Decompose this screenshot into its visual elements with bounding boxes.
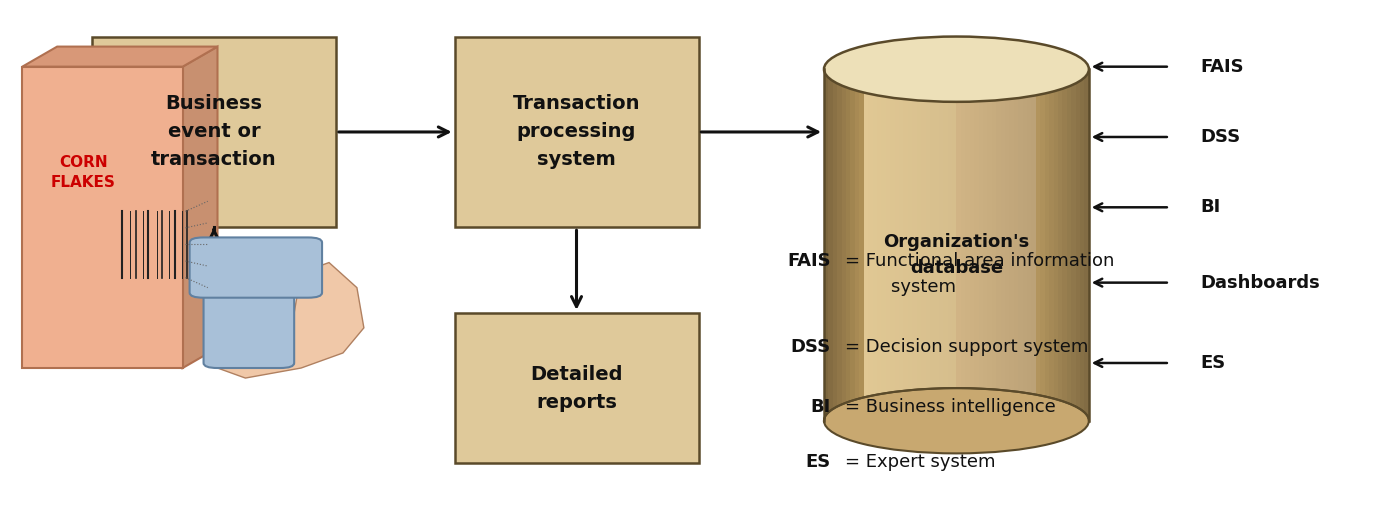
Polygon shape <box>824 69 828 421</box>
Polygon shape <box>877 69 882 421</box>
Text: ES: ES <box>806 453 831 471</box>
Polygon shape <box>978 69 983 421</box>
Polygon shape <box>886 69 890 421</box>
Text: Transaction
processing
system: Transaction processing system <box>513 94 640 170</box>
Polygon shape <box>926 69 930 421</box>
Polygon shape <box>930 69 935 421</box>
Polygon shape <box>183 46 218 368</box>
Polygon shape <box>961 69 965 421</box>
Text: = Functional area information
        system: = Functional area information system <box>845 252 1115 295</box>
Text: Organization's
database: Organization's database <box>883 233 1030 277</box>
Polygon shape <box>908 69 912 421</box>
Polygon shape <box>1031 69 1037 421</box>
Polygon shape <box>1045 69 1049 421</box>
Polygon shape <box>841 69 847 421</box>
Polygon shape <box>22 46 218 67</box>
Text: DSS: DSS <box>1200 128 1241 146</box>
Polygon shape <box>851 69 855 421</box>
Polygon shape <box>916 69 921 421</box>
Polygon shape <box>1080 69 1084 421</box>
Bar <box>22 67 183 368</box>
Polygon shape <box>855 69 859 421</box>
Bar <box>454 313 698 464</box>
Text: Business
event or
transaction: Business event or transaction <box>151 94 277 170</box>
Polygon shape <box>847 69 851 421</box>
FancyBboxPatch shape <box>204 258 295 368</box>
Polygon shape <box>1014 69 1018 421</box>
Polygon shape <box>863 69 868 421</box>
Polygon shape <box>1067 69 1071 421</box>
Text: Dashboards: Dashboards <box>1200 274 1320 291</box>
FancyBboxPatch shape <box>190 237 323 298</box>
Text: FAIS: FAIS <box>1200 58 1245 76</box>
Polygon shape <box>868 69 873 421</box>
Polygon shape <box>894 69 900 421</box>
Polygon shape <box>1084 69 1088 421</box>
Polygon shape <box>1023 69 1027 421</box>
Ellipse shape <box>824 388 1088 453</box>
Polygon shape <box>882 69 886 421</box>
Text: Detailed
reports: Detailed reports <box>531 365 623 412</box>
Polygon shape <box>824 69 1088 421</box>
Polygon shape <box>1041 69 1045 421</box>
Polygon shape <box>211 263 363 378</box>
Polygon shape <box>1004 69 1010 421</box>
Polygon shape <box>833 69 837 421</box>
Text: DSS: DSS <box>791 338 831 356</box>
Polygon shape <box>935 69 939 421</box>
Polygon shape <box>828 69 833 421</box>
Polygon shape <box>992 69 996 421</box>
Polygon shape <box>904 69 908 421</box>
Polygon shape <box>900 69 904 421</box>
Polygon shape <box>1000 69 1004 421</box>
Polygon shape <box>965 69 970 421</box>
Polygon shape <box>1058 69 1062 421</box>
Text: FAIS: FAIS <box>788 252 831 271</box>
Text: = Decision support system: = Decision support system <box>845 338 1088 356</box>
Polygon shape <box>837 69 841 421</box>
Polygon shape <box>1049 69 1053 421</box>
Polygon shape <box>1037 69 1041 421</box>
Bar <box>454 36 698 227</box>
Polygon shape <box>974 69 978 421</box>
Polygon shape <box>912 69 916 421</box>
Polygon shape <box>890 69 894 421</box>
Polygon shape <box>970 69 974 421</box>
Polygon shape <box>1076 69 1080 421</box>
Polygon shape <box>939 69 943 421</box>
Ellipse shape <box>824 36 1088 102</box>
Polygon shape <box>1018 69 1023 421</box>
Polygon shape <box>951 69 957 421</box>
Polygon shape <box>943 69 947 421</box>
Text: ES: ES <box>1200 354 1225 372</box>
Polygon shape <box>996 69 1000 421</box>
Polygon shape <box>988 69 992 421</box>
Polygon shape <box>1027 69 1031 421</box>
Text: CORN
FLAKES: CORN FLAKES <box>50 155 116 189</box>
Polygon shape <box>873 69 877 421</box>
Polygon shape <box>921 69 926 421</box>
Text: BI: BI <box>810 398 831 416</box>
Polygon shape <box>1062 69 1067 421</box>
Polygon shape <box>1071 69 1076 421</box>
Text: = Business intelligence: = Business intelligence <box>845 398 1056 416</box>
Text: = Expert system: = Expert system <box>845 453 996 471</box>
Polygon shape <box>1053 69 1058 421</box>
Polygon shape <box>957 69 961 421</box>
Bar <box>92 36 337 227</box>
Polygon shape <box>1010 69 1014 421</box>
Polygon shape <box>859 69 863 421</box>
Polygon shape <box>983 69 988 421</box>
Text: BI: BI <box>1200 198 1221 216</box>
Polygon shape <box>947 69 951 421</box>
